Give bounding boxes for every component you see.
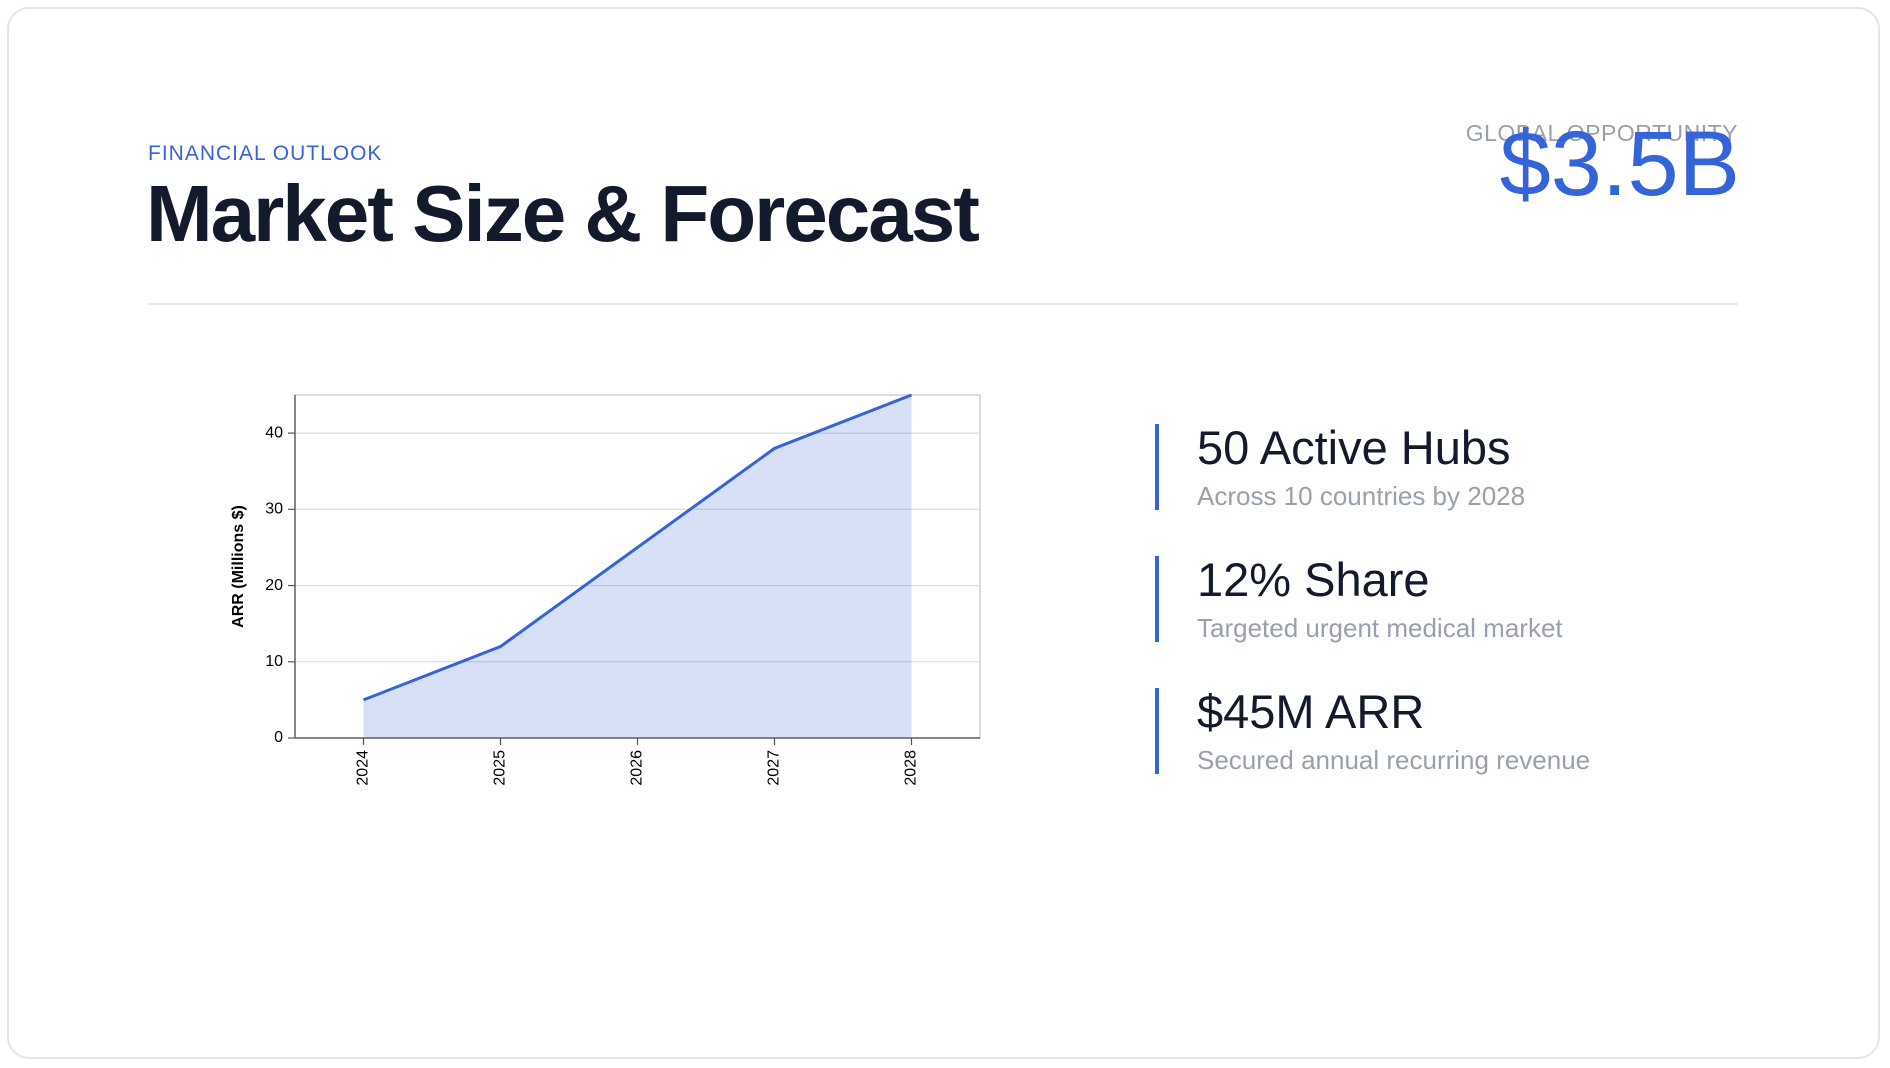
stat-title: 50 Active Hubs	[1197, 421, 1511, 474]
x-tick-label: 2028	[903, 750, 920, 786]
y-tick-label: 0	[274, 729, 283, 746]
y-axis-label: ARR (Millions $)	[230, 505, 247, 628]
x-tick-label: 2027	[766, 750, 783, 786]
stat: 12% Share Targeted urgent medical market	[1155, 553, 1563, 643]
chart: 0 10 20 30 40 ARR (Millions $) 2024 2025 2026 202…	[230, 393, 981, 786]
stat-subtitle: Secured annual recurring revenue	[1197, 745, 1591, 775]
highlight-value: $3.5B	[1499, 113, 1740, 215]
stat-title: $45M ARR	[1197, 685, 1425, 738]
divider	[148, 303, 1738, 305]
x-tick-label: 2024	[355, 750, 372, 786]
y-tick-label: 10	[265, 653, 283, 670]
page-title: Market Size & Forecast	[146, 169, 980, 258]
area	[363, 395, 912, 738]
x-tick-label: 2026	[629, 750, 646, 786]
line	[362, 393, 913, 702]
stat: $45M ARR Secured annual recurring revenue	[1155, 685, 1591, 775]
stat-subtitle: Across 10 countries by 2028	[1197, 481, 1526, 511]
stat-title: 12% Share	[1197, 553, 1430, 606]
highlight-label: GLOBAL OPPORTUNITY	[1465, 120, 1738, 146]
stat: 50 Active Hubs Across 10 countries by 202…	[1155, 421, 1526, 511]
card	[7, 7, 1880, 1059]
stat-subtitle: Targeted urgent medical market	[1197, 613, 1563, 643]
x-tick-label: 2025	[492, 750, 509, 786]
y-tick-label: 40	[265, 424, 283, 441]
y-tick-label: 20	[265, 577, 283, 594]
eyebrow: FINANCIAL OUTLOOK	[148, 142, 383, 165]
y-tick-label: 30	[265, 501, 283, 518]
